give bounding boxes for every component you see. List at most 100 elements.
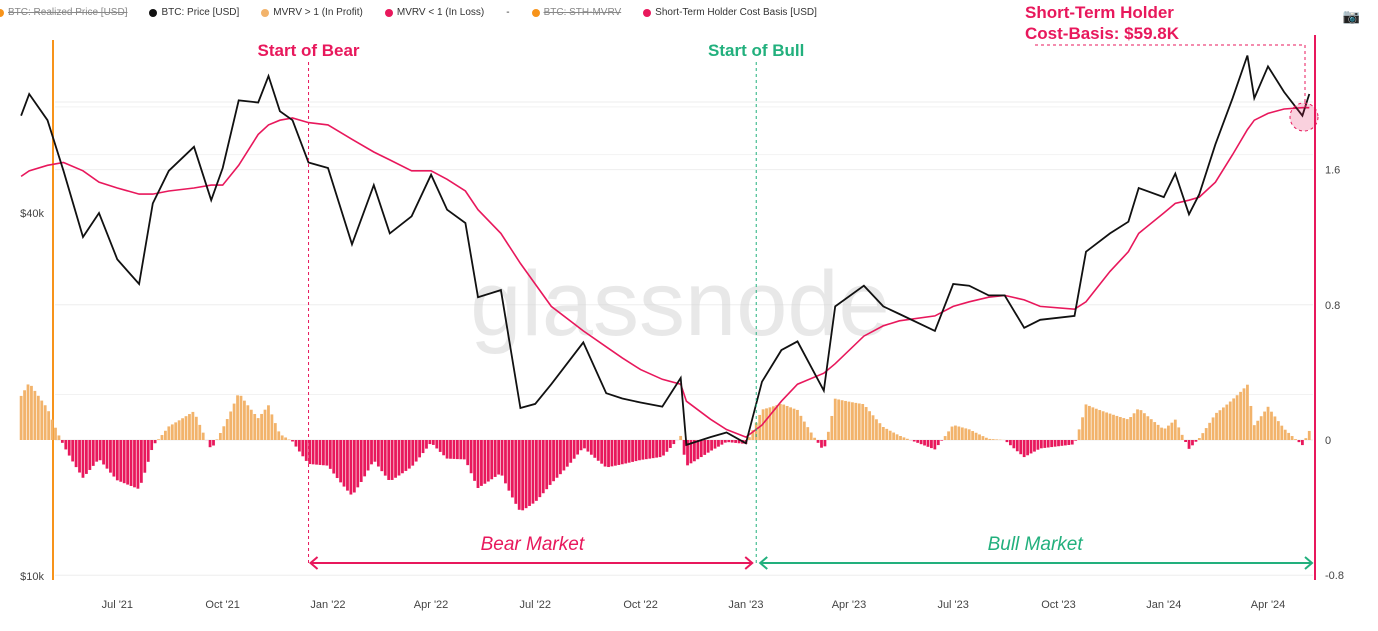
legend-item[interactable]: BTC: Price [USD] [149, 7, 239, 18]
mvrv-loss-bar [373, 440, 377, 462]
mvrv-profit-bar [1077, 429, 1081, 440]
mvrv-loss-bar [727, 440, 731, 443]
mvrv-profit-bar [167, 426, 171, 440]
mvrv-profit-bar [232, 403, 236, 440]
mvrv-loss-bar [301, 440, 305, 457]
mvrv-loss-bar [208, 440, 212, 448]
mvrv-profit-bar [943, 436, 947, 440]
mvrv-profit-bar [30, 385, 33, 440]
mvrv-loss-bar [600, 440, 604, 464]
mvrv-profit-bar [905, 438, 909, 440]
legend-dot-icon [0, 8, 4, 17]
legend-item[interactable]: MVRV < 1 (In Loss) [384, 7, 485, 18]
mvrv-loss-bar [431, 440, 435, 445]
x-axis-tick-label: Apr '24 [1251, 599, 1286, 611]
mvrv-loss-bar [624, 440, 628, 464]
mvrv-profit-bar [191, 411, 195, 440]
mvrv-loss-bar [466, 440, 470, 466]
mvrv-loss-bar [332, 440, 336, 474]
mvrv-profit-bar [1094, 408, 1098, 440]
legend-label: Short-Term Holder Cost Basis [USD] [655, 7, 817, 18]
btc-price-line [20, 55, 1311, 447]
mvrv-loss-bar [1009, 440, 1012, 446]
legend-item[interactable]: Short-Term Holder Cost Basis [USD] [643, 7, 817, 18]
mvrv-loss-bar [404, 440, 408, 471]
mvrv-loss-bar [672, 440, 676, 445]
mvrv-profit-bar [772, 406, 775, 440]
mvrv-loss-bar [483, 440, 487, 484]
mvrv-profit-bar [201, 432, 205, 440]
mvrv-profit-bar [1235, 395, 1239, 440]
mvrv-profit-bar [273, 423, 277, 440]
legend-label: BTC: Price [USD] [161, 7, 240, 18]
mvrv-profit-bar [1170, 422, 1174, 440]
mvrv-profit-bar [854, 402, 858, 440]
mvrv-profit-bar [1304, 438, 1308, 440]
mvrv-profit-bar [57, 435, 61, 440]
mvrv-loss-bar [668, 440, 672, 448]
mvrv-loss-bar [565, 440, 569, 467]
mvrv-loss-bar [435, 440, 439, 449]
legend-dot-icon [643, 8, 652, 17]
mvrv-profit-bar [851, 402, 854, 440]
mvrv-loss-bar [717, 440, 720, 447]
mvrv-loss-bar [421, 440, 425, 454]
mvrv-loss-bar [150, 440, 154, 451]
legend-label: MVRV > 1 (In Profit) [273, 7, 363, 18]
mvrv-loss-bar [418, 440, 421, 458]
mvrv-loss-bar [603, 440, 607, 467]
mvrv-loss-bar [387, 440, 391, 480]
mvrv-loss-bar [493, 440, 497, 477]
mvrv-loss-bar [521, 440, 525, 511]
mvrv-loss-bar [425, 440, 428, 449]
mvrv-loss-bar [644, 440, 648, 460]
legend-item[interactable]: - [506, 7, 509, 18]
mvrv-profit-bar [792, 408, 796, 440]
camera-icon[interactable]: 📷 [1342, 8, 1360, 24]
start-of-bull-label: Start of Bull [708, 41, 804, 60]
mvrv-loss-bar [923, 440, 926, 446]
mvrv-loss-bar [115, 440, 119, 481]
mvrv-profit-bar [215, 439, 219, 440]
mvrv-loss-bar [1050, 440, 1054, 448]
mvrv-loss-bar [686, 440, 689, 466]
legend-label: MVRV < 1 (In Loss) [396, 7, 485, 18]
mvrv-loss-bar [328, 440, 332, 469]
mvrv-profit-bar [43, 405, 47, 440]
mvrv-profit-bar [1180, 434, 1184, 440]
mvrv-loss-bar [98, 440, 102, 461]
mvrv-profit-bar [1108, 413, 1112, 440]
mvrv-profit-bar [253, 413, 257, 440]
mvrv-loss-bar [641, 440, 645, 460]
mvrv-loss-bar [1300, 440, 1304, 446]
mvrv-loss-bar [531, 440, 535, 504]
mvrv-loss-bar [1033, 440, 1036, 452]
mvrv-profit-bar [1287, 432, 1291, 440]
mvrv-profit-bar [1173, 419, 1177, 440]
x-axis-tick-label: Jan '24 [1146, 599, 1181, 611]
legend: BTC: Realized Price [USD] BTC: Price [USD… [0, 7, 817, 18]
mvrv-loss-bar [486, 440, 490, 482]
mvrv-loss-bar [1022, 440, 1026, 458]
sth-cost-basis-line [20, 106, 1310, 439]
mvrv-loss-bar [940, 440, 944, 441]
mvrv-profit-bar [1122, 418, 1126, 440]
mvrv-profit-bar [837, 399, 841, 440]
mvrv-loss-bar [153, 440, 157, 444]
mvrv-profit-bar [177, 420, 181, 440]
legend-item[interactable]: BTC: STH-MVRV [531, 7, 621, 18]
mvrv-profit-bar [847, 401, 851, 440]
mvrv-loss-bar [1074, 440, 1078, 441]
legend-item[interactable]: BTC: Realized Price [USD] [0, 7, 127, 18]
mvrv-loss-bar [820, 440, 823, 448]
mvrv-profit-bar [802, 421, 806, 440]
mvrv-profit-bar [1276, 421, 1280, 440]
mvrv-loss-bar [294, 440, 298, 447]
legend-item[interactable]: MVRV > 1 (In Profit) [261, 7, 363, 18]
mvrv-profit-bar [1163, 428, 1167, 440]
mvrv-loss-bar [370, 440, 373, 465]
mvrv-profit-bar [881, 427, 885, 440]
x-axis-tick-label: Apr '23 [832, 599, 867, 611]
mvrv-loss-bar [538, 440, 542, 498]
mvrv-profit-bar [950, 426, 954, 440]
